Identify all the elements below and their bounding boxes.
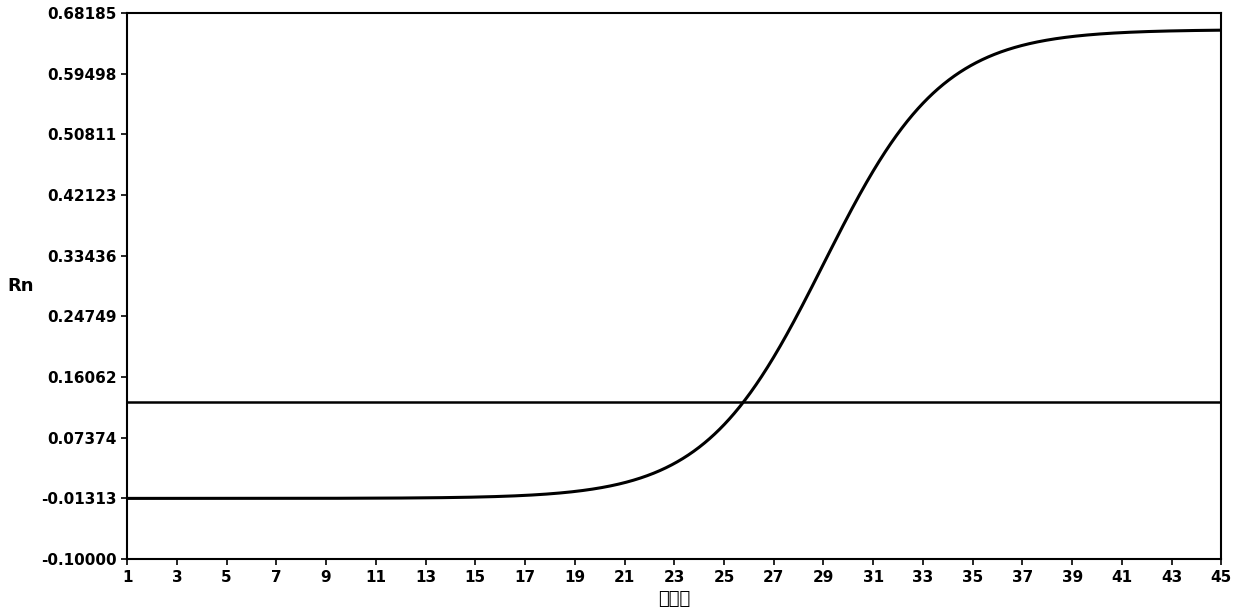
X-axis label: 循环数: 循环数 bbox=[658, 590, 690, 608]
Y-axis label: Rn: Rn bbox=[7, 277, 33, 295]
